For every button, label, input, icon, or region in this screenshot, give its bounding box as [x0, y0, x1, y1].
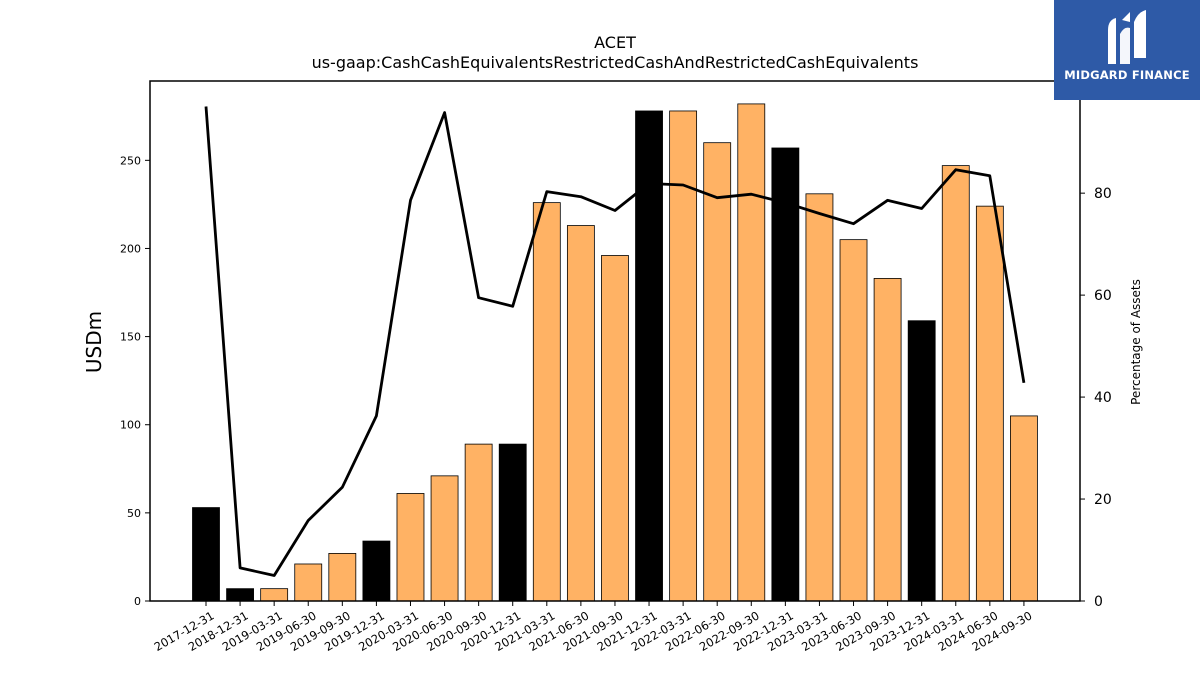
bar	[975, 205, 1004, 602]
y2-tick-label: 40	[1094, 390, 1112, 406]
logo-text: MIDGARD FINANCE	[1064, 68, 1190, 82]
bar	[294, 563, 323, 602]
bar	[1010, 415, 1038, 602]
bar	[192, 507, 220, 602]
bar	[635, 110, 663, 602]
y2-tick-label: 0	[1094, 594, 1103, 610]
y-tick-label: 0	[134, 595, 141, 608]
y-axis-label: USDm	[82, 311, 106, 373]
bar	[328, 553, 357, 602]
bar	[396, 493, 425, 602]
bar	[498, 443, 527, 602]
y2-tick-label: 60	[1094, 288, 1112, 304]
bar	[226, 588, 254, 602]
bar	[941, 165, 970, 602]
bar	[873, 278, 902, 602]
chart-subtitle: us-gaap:CashCashEquivalentsRestrictedCas…	[312, 53, 919, 72]
y2-tick-label: 20	[1094, 492, 1112, 508]
bar	[771, 147, 800, 602]
y-tick-label: 150	[120, 331, 141, 344]
y-tick-label: 100	[120, 419, 141, 432]
bar	[737, 103, 766, 602]
bar	[669, 110, 698, 602]
bar	[260, 588, 289, 602]
bar-series	[192, 103, 1038, 602]
y2-tick-label: 80	[1094, 186, 1112, 202]
bar	[907, 320, 936, 602]
midgard-logo-icon	[1108, 10, 1146, 65]
bar	[839, 239, 868, 602]
brand-logo: MIDGARD FINANCE	[1054, 0, 1200, 100]
bar	[362, 540, 391, 602]
y-tick-label: 50	[127, 507, 141, 520]
bar	[464, 443, 493, 602]
bar	[532, 202, 561, 602]
bar	[566, 225, 595, 602]
y-tick-label: 200	[120, 242, 141, 255]
bar	[430, 475, 459, 602]
y-tick-label: 250	[120, 154, 141, 167]
y2-axis-label: Percentage of Assets	[1129, 279, 1143, 405]
chart-title: ACET	[594, 33, 636, 52]
bar	[703, 142, 732, 602]
line-series	[204, 106, 1026, 577]
bar	[601, 255, 629, 602]
bar	[805, 193, 834, 602]
